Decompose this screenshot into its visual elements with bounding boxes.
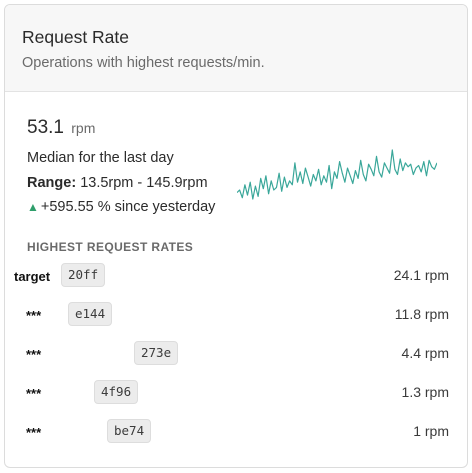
metric-value: 53.1 rpm (27, 117, 95, 139)
card-subtitle: Operations with highest requests/min. (22, 55, 265, 71)
rate-row[interactable]: *** 4f96 1.3 rpm (5, 380, 467, 406)
sparkline-line (237, 149, 437, 200)
sparkline-chart (237, 149, 437, 200)
metric-description: Median for the last day (27, 150, 174, 166)
request-rate-card: Request Rate Operations with highest req… (4, 4, 468, 468)
row-label: *** (26, 347, 42, 362)
metric-number: 53.1 (27, 117, 64, 138)
rate-row[interactable]: *** e144 11.8 rpm (5, 302, 467, 328)
row-label: *** (26, 425, 42, 440)
section-heading: HIGHEST REQUEST RATES (27, 240, 194, 254)
row-tag[interactable]: e144 (68, 302, 113, 326)
triangle-up-icon: ▲ (27, 200, 39, 214)
row-rate: 24.1 rpm (393, 267, 449, 283)
rate-row[interactable]: *** be74 1 rpm (5, 419, 467, 445)
metric-change: ▲ +595.55 % since yesterday (27, 199, 215, 215)
card-header: Request Rate Operations with highest req… (5, 5, 467, 92)
row-rate: 11.8 rpm (394, 306, 449, 322)
row-rate: 4.4 rpm (401, 345, 449, 361)
row-tag[interactable]: 4f96 (94, 380, 139, 404)
range-value: 13.5rpm - 145.9rpm (80, 175, 208, 191)
row-tag[interactable]: 273e (134, 341, 179, 365)
row-tag[interactable]: 20ff (61, 263, 106, 287)
row-tag[interactable]: be74 (107, 419, 152, 443)
row-rate: 1 rpm (413, 423, 449, 439)
rate-row[interactable]: target 20ff 24.1 rpm (5, 263, 467, 289)
card-title: Request Rate (22, 27, 130, 47)
row-rate: 1.3 rpm (401, 384, 449, 400)
row-label: *** (26, 386, 42, 401)
row-label: *** (26, 308, 42, 323)
metric-range: Range: 13.5rpm - 145.9rpm (27, 175, 208, 191)
rate-row[interactable]: *** 273e 4.4 rpm (5, 341, 467, 367)
change-text: +595.55 % since yesterday (40, 199, 216, 215)
range-label: Range: (27, 175, 77, 191)
metric-unit: rpm (71, 120, 96, 136)
row-label: target (14, 269, 51, 284)
